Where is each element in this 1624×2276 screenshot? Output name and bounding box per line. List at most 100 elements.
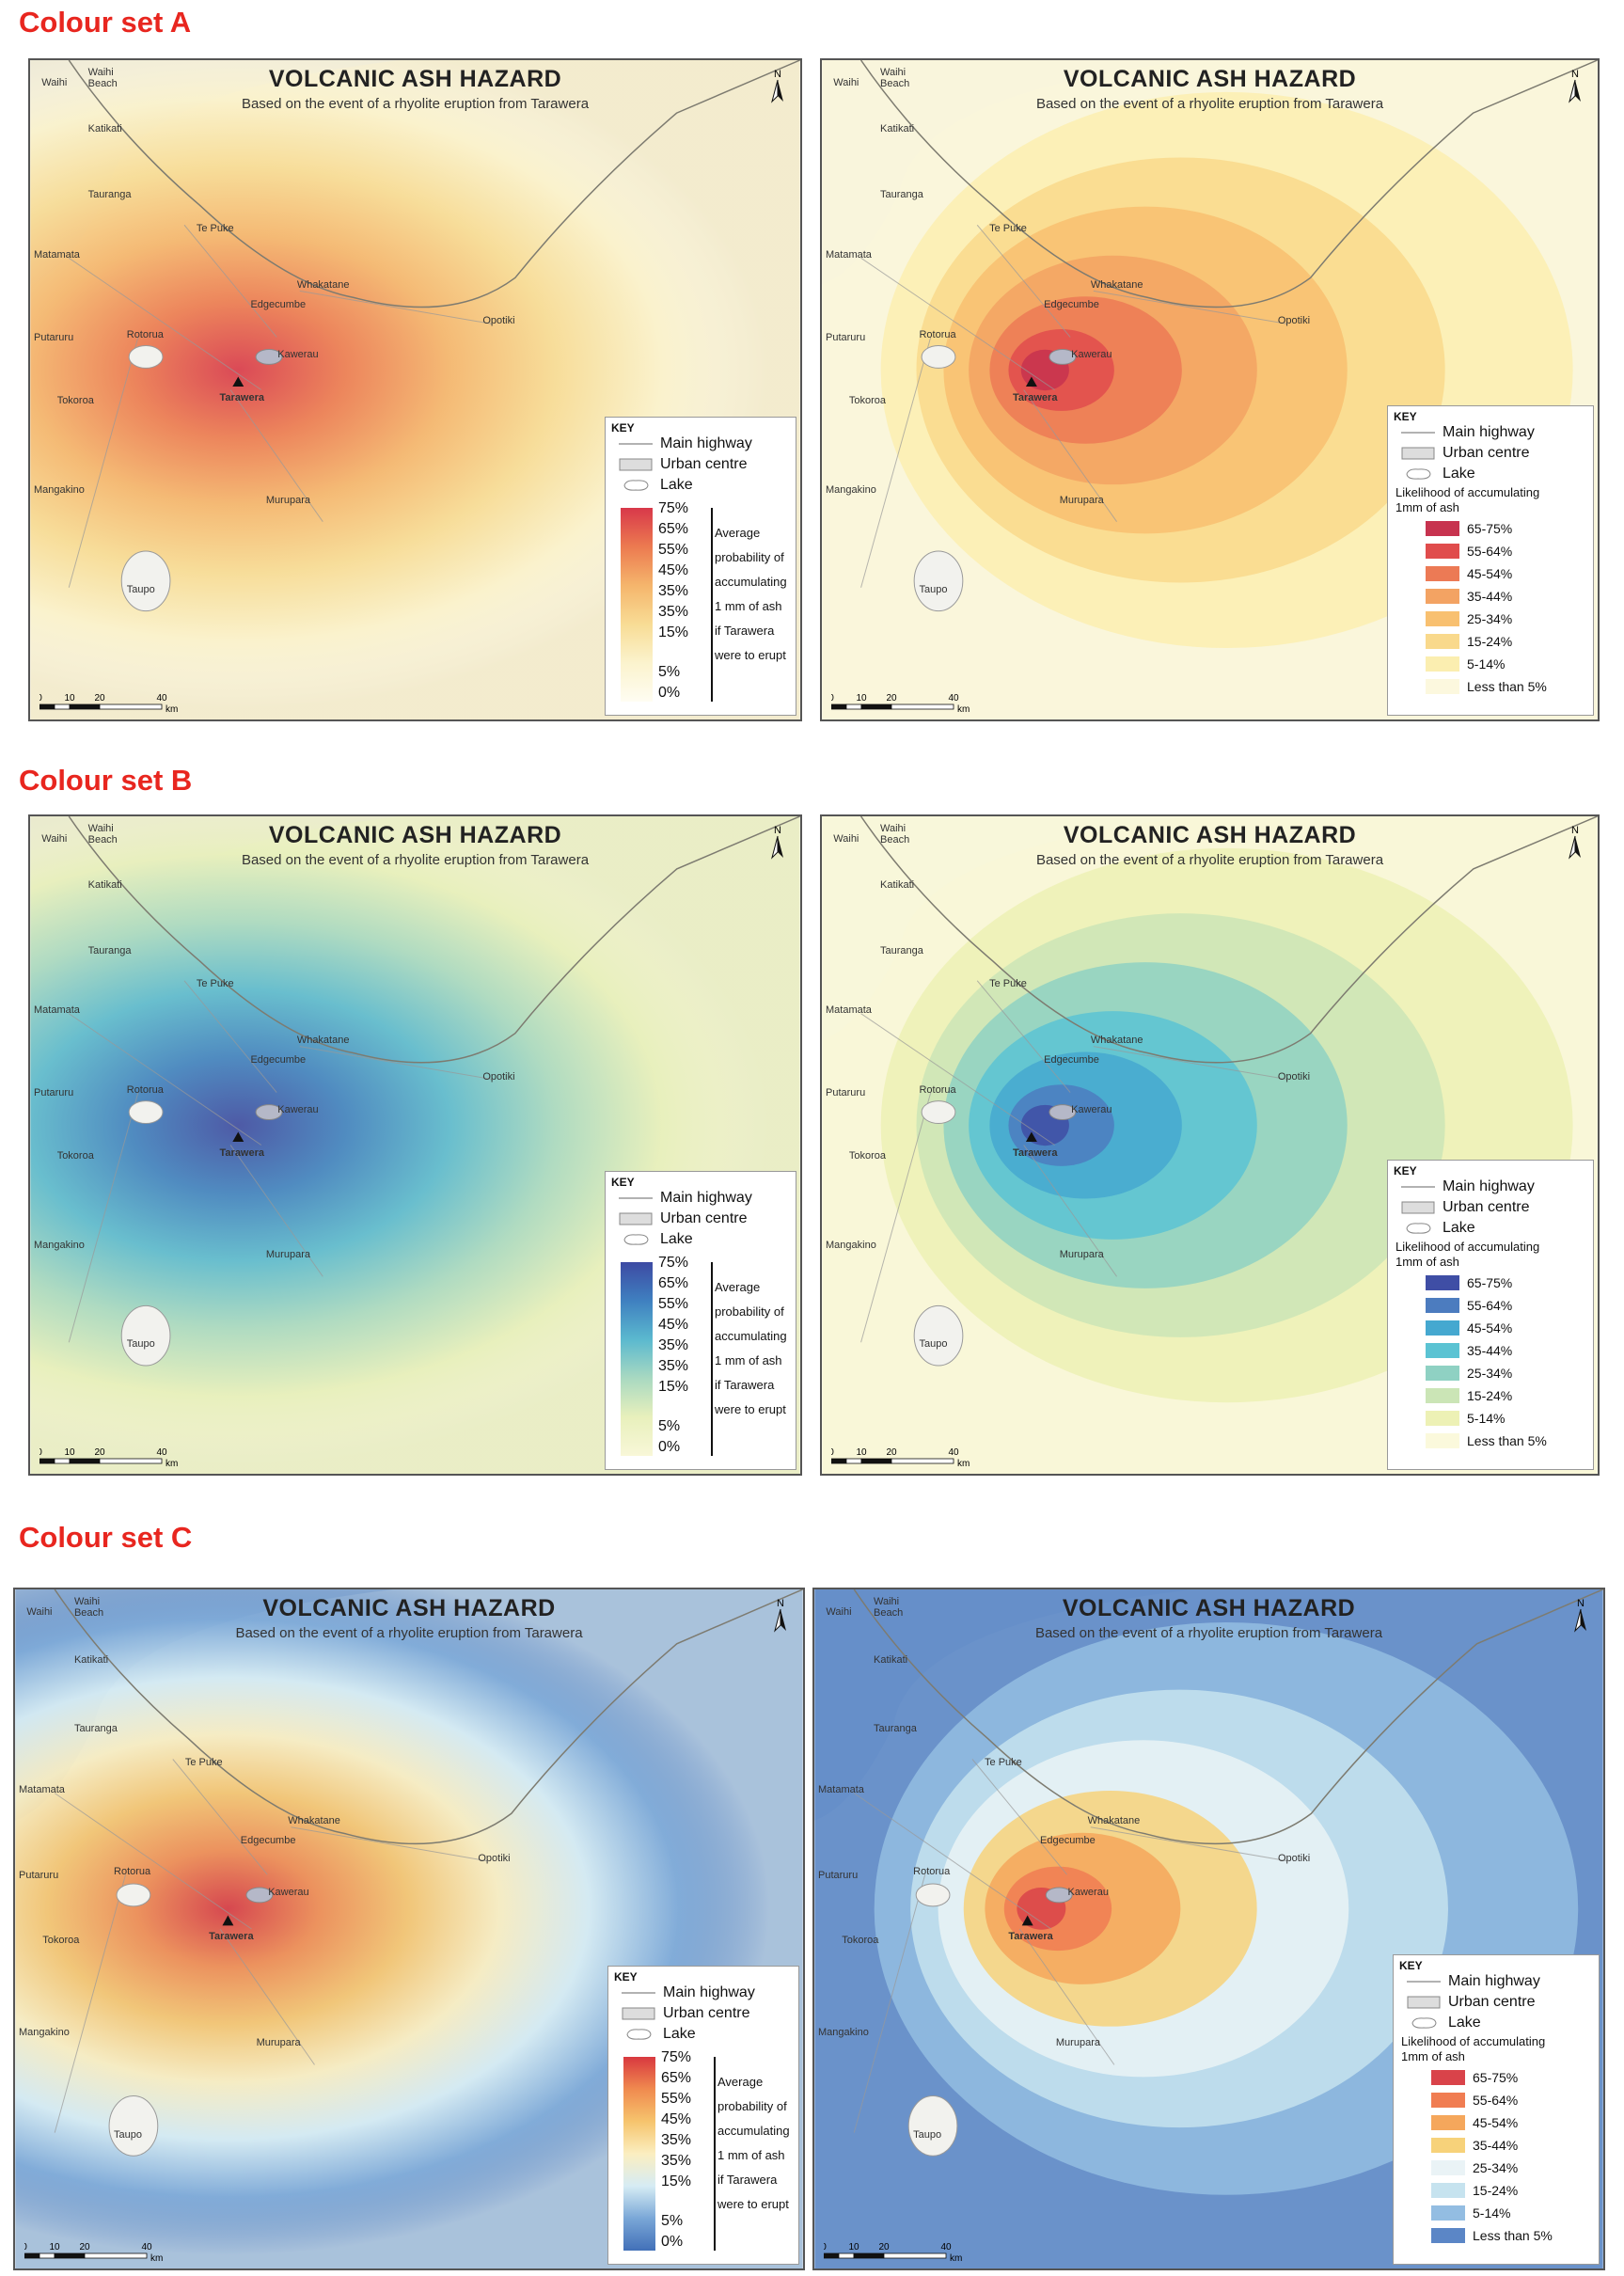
place-opotiki: Opotiki — [1277, 1852, 1311, 1864]
place-waihi: Waihi — [826, 1606, 852, 1619]
place-edgecumbe: Edgecumbe — [240, 1835, 296, 1847]
gradient-tick-label: 45% — [658, 562, 689, 578]
gradient-tick-label: 35% — [658, 1358, 689, 1374]
main-highway — [860, 337, 932, 588]
likelihood-swatch — [1426, 679, 1459, 694]
likelihood-class-row: Less than 5% — [1431, 2226, 1553, 2245]
scale-tick-label: 10 — [64, 1447, 75, 1458]
place-waihi-beach: Waihi Beach — [87, 823, 118, 846]
place-murupara: Murupara — [265, 1249, 310, 1261]
main-highway — [1018, 1928, 1115, 2065]
map-subtitle: Based on the event of a rhyolite eruptio… — [1035, 852, 1384, 868]
main-highway — [860, 1013, 1055, 1146]
place-taupo: Taupo — [114, 2128, 143, 2141]
scale-tick-label: 20 — [79, 2242, 90, 2252]
gradient-bracket — [710, 2057, 716, 2251]
likelihood-class-row: 65-75% — [1431, 2068, 1518, 2087]
scale-unit: km — [957, 1459, 970, 1469]
place-kawerau: Kawerau — [277, 348, 319, 360]
lake-tarawera — [1049, 348, 1077, 365]
likelihood-heading: Likelihood of accumulating 1mm of ash — [1401, 2034, 1546, 2063]
place-putaruru: Putaruru — [34, 332, 74, 344]
scale-tick-label: 10 — [848, 2242, 859, 2252]
place-murupara: Murupara — [1059, 1249, 1104, 1261]
likelihood-swatch — [1431, 2138, 1465, 2153]
lake-rotorua — [128, 345, 164, 369]
likelihood-class-row: 35-44% — [1426, 1341, 1512, 1360]
gradient-legend-bar — [621, 508, 653, 702]
likelihood-class-row: 35-44% — [1431, 2136, 1518, 2155]
key-lake-icon — [619, 479, 653, 492]
coastline — [68, 60, 800, 308]
main-highway — [976, 980, 1071, 1093]
likelihood-class-row: 15-24% — [1426, 1386, 1512, 1405]
main-highway — [68, 1092, 139, 1343]
map-subtitle: Based on the event of a rhyolite eruptio… — [1034, 1625, 1383, 1641]
main-highway — [68, 337, 139, 588]
key-row-lake: Lake — [1407, 2014, 1481, 2032]
north-label: N — [774, 69, 781, 80]
place-whakatane: Whakatane — [296, 278, 350, 291]
likelihood-class-label: 5-14% — [1467, 656, 1506, 672]
lake-taupo — [108, 2095, 159, 2157]
lake-rotorua — [128, 1100, 164, 1124]
place-tarawera: Tarawera — [219, 1146, 265, 1159]
place-opotiki: Opotiki — [478, 1852, 511, 1864]
scale-unit: km — [166, 1459, 178, 1469]
key-row-highway: Main highway — [1401, 1178, 1535, 1196]
north-arrow-icon: N — [769, 1597, 792, 1635]
place-whakatane: Whakatane — [1087, 1814, 1141, 1826]
lake-rotorua — [921, 1100, 956, 1124]
gradient-note-line: accumulating — [715, 575, 787, 589]
likelihood-class-row: Less than 5% — [1426, 1431, 1547, 1450]
map-key: KEY Main highway Urban centre Lake 75% 65% 55%… — [605, 417, 796, 716]
likelihood-class-row: 45-54% — [1426, 1319, 1512, 1337]
likelihood-class-label: 25-34% — [1467, 1366, 1513, 1381]
likelihood-class-row: 45-54% — [1431, 2113, 1518, 2132]
coastline — [859, 60, 1598, 308]
main-highway — [229, 389, 323, 522]
map-title: VOLCANIC ASH HAZARD — [1063, 822, 1357, 848]
scale-tick-label: 40 — [948, 1447, 959, 1458]
place-whakatane: Whakatane — [1090, 278, 1143, 291]
gradient-tick-label: 0% — [658, 1439, 681, 1455]
main-highway — [299, 290, 493, 324]
main-highway — [68, 1013, 262, 1146]
map-panel-c-classes: VOLCANIC ASH HAZARD Based on the event of… — [812, 1588, 1605, 2270]
place-putaruru: Putaruru — [19, 1869, 59, 1881]
key-highway-icon — [1401, 426, 1435, 439]
place-waihi-beach: Waihi Beach — [874, 1596, 904, 1620]
likelihood-class-label: 35-44% — [1467, 1343, 1513, 1358]
lake-taupo — [907, 2095, 958, 2157]
place-matamata: Matamata — [34, 248, 80, 261]
scale-tick-label: 0 — [24, 2242, 27, 2252]
lake-tarawera — [255, 1104, 283, 1121]
main-highway — [54, 1874, 127, 2133]
place-opotiki: Opotiki — [1277, 315, 1311, 327]
key-heading: KEY — [611, 1176, 635, 1189]
scale-tick-label: 20 — [878, 2242, 890, 2252]
place-tarawera: Tarawera — [1012, 1146, 1058, 1159]
place-tokoroa: Tokoroa — [842, 1934, 879, 1946]
place-waihi-beach: Waihi Beach — [87, 67, 118, 90]
lake-tarawera — [245, 1887, 274, 1904]
likelihood-class-label: 55-64% — [1473, 2093, 1519, 2108]
map-panel-b-gradient: VOLCANIC ASH HAZARD Based on the event of… — [28, 814, 802, 1476]
main-highway — [68, 257, 262, 390]
place-kawerau: Kawerau — [1067, 1886, 1109, 1898]
key-row-urban: Urban centre — [1401, 444, 1530, 463]
key-row-highway: Main highway — [1407, 1972, 1540, 1991]
main-highway — [183, 224, 277, 338]
gradient-tick-label: 15% — [658, 1379, 689, 1395]
north-label: N — [1577, 1598, 1585, 1609]
likelihood-class-label: 55-64% — [1467, 544, 1513, 559]
scale-tick-label: 0 — [39, 693, 42, 703]
gradient-tick-label: 45% — [661, 2111, 692, 2127]
place-murupara: Murupara — [1055, 2036, 1100, 2048]
lake-rotorua — [915, 1883, 951, 1907]
place-opotiki: Opotiki — [482, 1070, 515, 1083]
gradient-tick-label: 0% — [661, 2234, 684, 2250]
gradient-tick-label: 35% — [661, 2153, 692, 2169]
